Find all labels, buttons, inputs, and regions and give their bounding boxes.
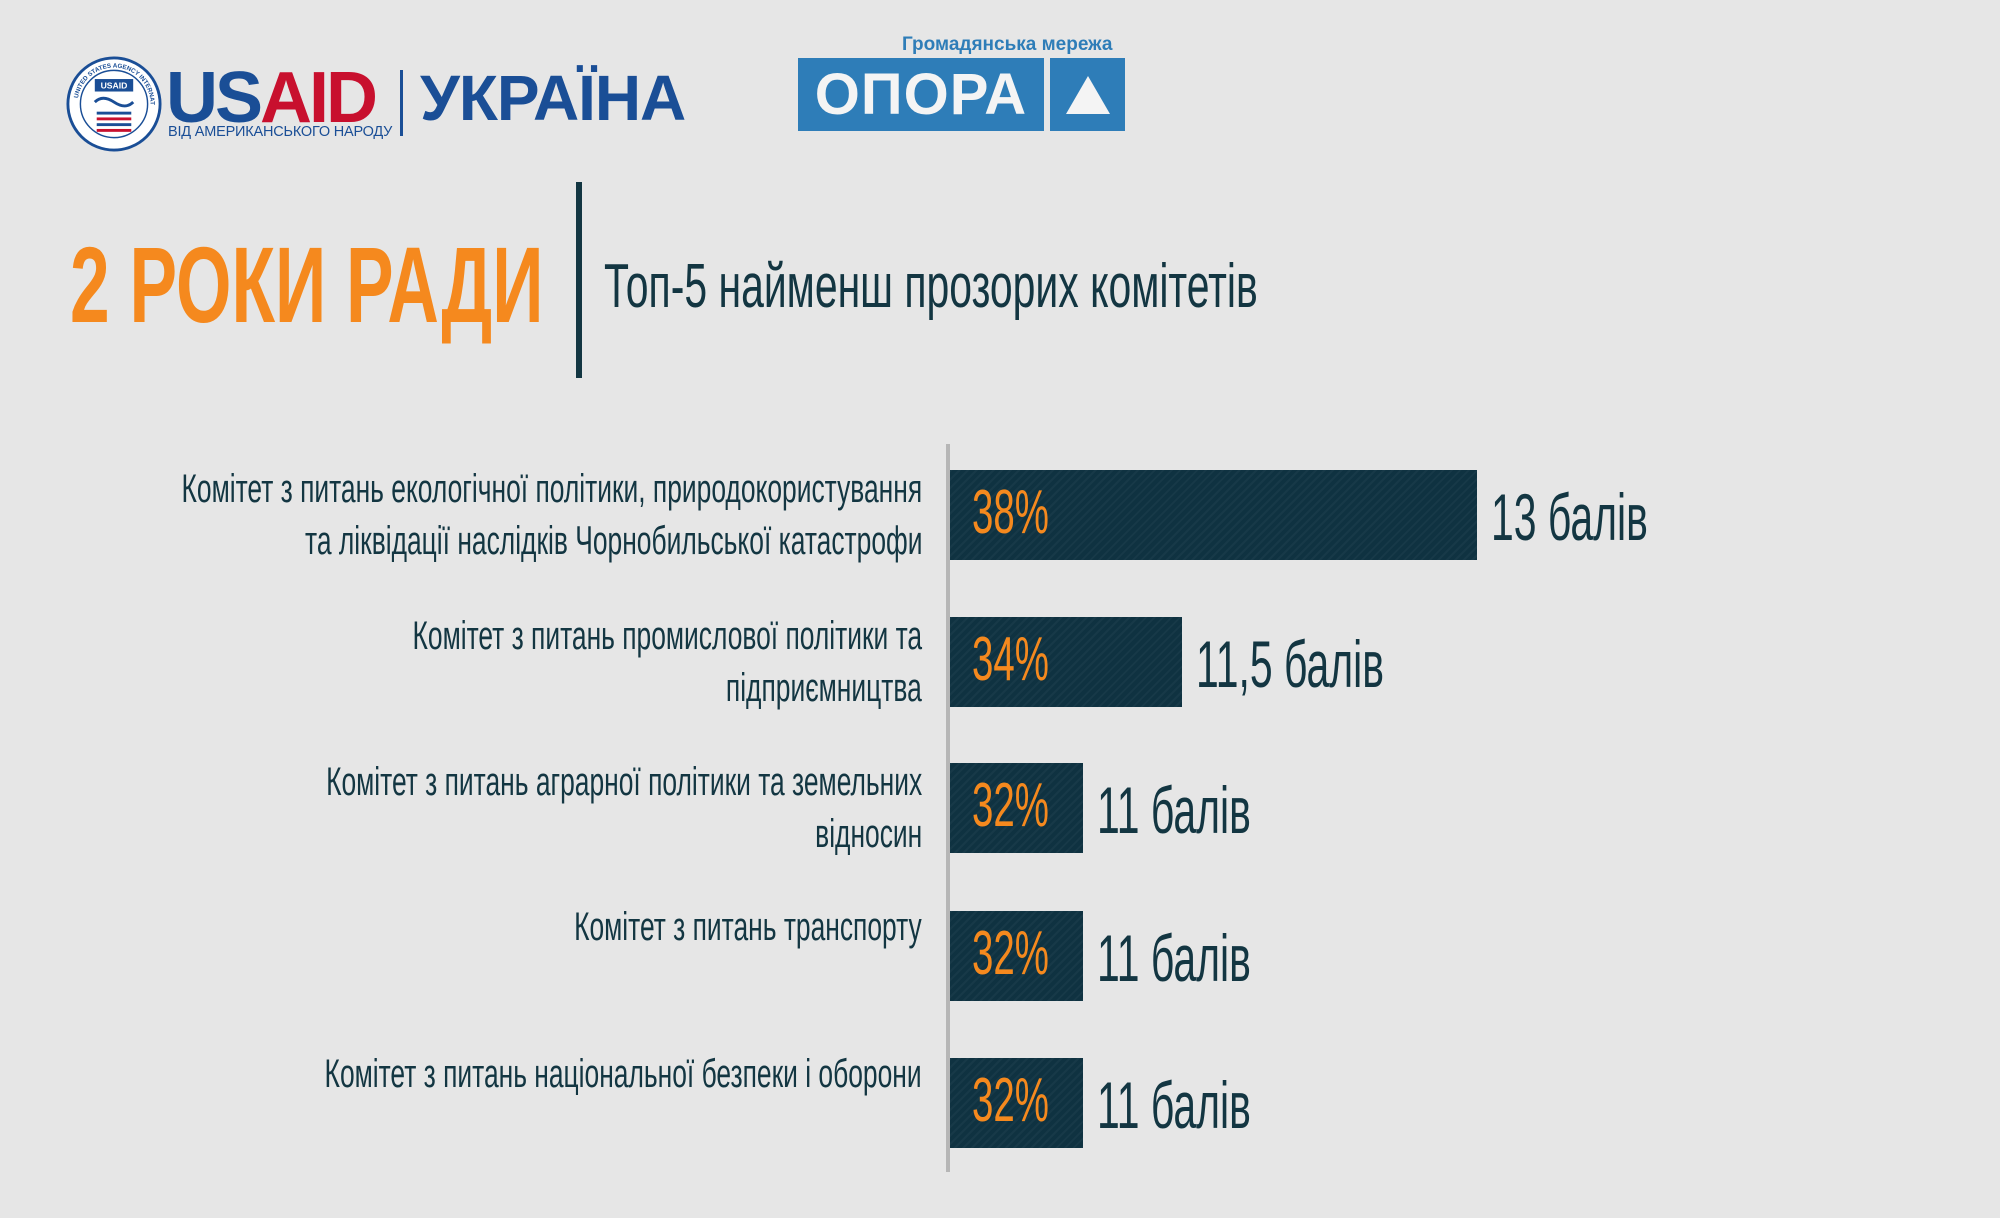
opora-logo-gap bbox=[1044, 58, 1050, 131]
category-label-line: та ліквідації наслідків Чорнобильської к… bbox=[304, 519, 922, 563]
category-label-line: Комітет з питань промислової політики та bbox=[412, 614, 922, 658]
category-label: Комітет з питань транспорту bbox=[0, 901, 922, 953]
bar-score-label: 11 балів bbox=[1097, 921, 1251, 995]
category-label-line: відносин bbox=[814, 812, 922, 856]
usaid-wordmark: USAID bbox=[166, 58, 378, 138]
seal-badge-text: USAID bbox=[101, 81, 128, 91]
page-title: 2 РОКИ РАДИ bbox=[70, 224, 544, 345]
usaid-subtitle: ВІД АМЕРИКАНСЬКОГО НАРОДУ bbox=[168, 124, 393, 140]
opora-tagline: Громадянська мережа bbox=[902, 34, 1113, 55]
triangle-icon bbox=[1065, 75, 1110, 114]
category-label-line: Комітет з питань екологічної політики, п… bbox=[181, 467, 922, 511]
category-label: Комітет з питань національної безпеки і … bbox=[0, 1048, 922, 1100]
category-label-line: Комітет з питань національної безпеки і … bbox=[324, 1052, 922, 1096]
chart-axis-line bbox=[946, 444, 950, 1172]
bar-value-label: 32% bbox=[972, 1066, 1049, 1135]
usaid-aid-text: AID bbox=[260, 58, 378, 138]
bar-score-label: 11 балів bbox=[1097, 773, 1251, 847]
opora-logo-box: ОПОРА bbox=[798, 58, 1044, 131]
category-label: Комітет з питань аграрної політики та зе… bbox=[0, 756, 922, 860]
usaid-us-text: US bbox=[166, 58, 263, 138]
bar bbox=[950, 1058, 1083, 1148]
opora-wordmark: ОПОРА bbox=[814, 62, 1028, 127]
bar bbox=[950, 763, 1083, 853]
bar-score-label: 13 балів bbox=[1491, 480, 1648, 554]
usaid-country: УКРАЇНА bbox=[420, 62, 686, 134]
category-label-line: Комітет з питань транспорту bbox=[574, 905, 922, 949]
bar bbox=[950, 617, 1182, 707]
bar bbox=[950, 911, 1083, 1001]
page-subtitle: Топ-5 найменш прозорих комітетів bbox=[604, 252, 1258, 321]
category-label: Комітет з питань екологічної політики, п… bbox=[0, 463, 922, 567]
opora-logo-icon-box bbox=[1050, 58, 1125, 131]
bar bbox=[950, 470, 1477, 560]
bar-score-label: 11,5 балів bbox=[1196, 627, 1384, 701]
bar-score-label: 11 балів bbox=[1097, 1068, 1251, 1142]
bar-value-label: 32% bbox=[972, 919, 1049, 988]
bar-value-label: 34% bbox=[972, 625, 1049, 694]
bar-value-label: 32% bbox=[972, 771, 1049, 840]
category-label: Комітет з питань промислової політики та… bbox=[0, 610, 922, 714]
category-label-line: підприємництва bbox=[726, 666, 922, 710]
title-divider bbox=[576, 182, 582, 378]
usaid-divider bbox=[400, 70, 403, 136]
bar-value-label: 38% bbox=[972, 478, 1049, 547]
category-label-line: Комітет з питань аграрної політики та зе… bbox=[325, 760, 922, 804]
usaid-seal-logo: USAID UNITED STATES AGENCY INTERNATIONAL… bbox=[66, 56, 162, 152]
